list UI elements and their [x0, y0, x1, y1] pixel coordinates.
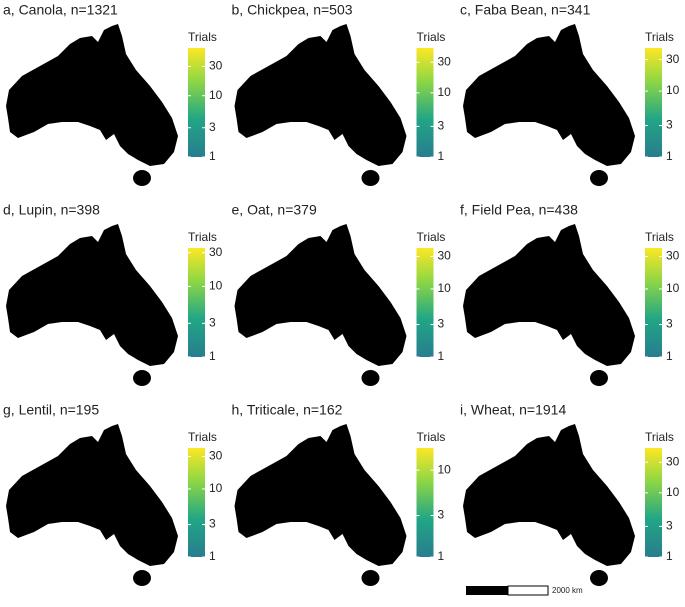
legend-title: Trials	[188, 30, 217, 44]
legend-title: Trials	[645, 30, 674, 44]
panel-title: i, Wheat, n=1914	[460, 402, 566, 418]
map	[6, 24, 178, 186]
legend-tick-label: 1	[438, 549, 445, 563]
legend-tick-label: 30	[209, 245, 223, 259]
legend-tick-label: 30	[209, 59, 223, 73]
legend-title: Trials	[188, 230, 217, 244]
map-panel: d, Lupin, n=398 Trials 1 3 10 30	[3, 202, 223, 386]
scale-bar: 2000 km	[466, 585, 583, 596]
map-panel: g, Lentil, n=195 Trials 1 3 10 30	[3, 402, 223, 586]
legend-tick-label: 3	[209, 120, 216, 134]
legend-tick-label: 1	[438, 349, 445, 363]
map	[234, 424, 407, 586]
legend-title: Trials	[417, 30, 446, 44]
color-bar	[416, 48, 434, 157]
panel-title: e, Oat, n=379	[232, 202, 317, 218]
legend-tick-label: 3	[666, 118, 673, 132]
color-bar	[416, 448, 434, 557]
legend-tick-label: 1	[209, 149, 216, 163]
legend-tick-label: 1	[209, 349, 216, 363]
legend-tick-label: 30	[666, 454, 680, 468]
legend-title: Trials	[188, 430, 217, 444]
legend-tick-label: 10	[209, 279, 223, 293]
legend-tick-label: 10	[438, 462, 452, 476]
color-bar	[188, 248, 205, 357]
legend-tick-label: 3	[209, 517, 216, 531]
legend-tick-label: 1	[666, 149, 673, 163]
map-panel: e, Oat, n=379 Trials 1 3 10 30	[232, 202, 452, 386]
map	[463, 224, 635, 386]
panel-title: g, Lentil, n=195	[3, 402, 99, 418]
legend-tick-label: 3	[438, 119, 445, 133]
legend-tick-label: 10	[666, 83, 680, 97]
legend-tick-label: 10	[666, 485, 680, 499]
color-bar	[188, 48, 205, 157]
color-bar	[645, 448, 662, 557]
legend-title: Trials	[417, 230, 446, 244]
legend-tick-label: 30	[438, 54, 452, 68]
color-bar	[416, 248, 434, 357]
legend-tick-label: 3	[209, 315, 216, 329]
map-panel: c, Faba Bean, n=341 Trials 1 3 10 30	[460, 2, 680, 186]
map-panel: h, Triticale, n=162 Trials 1 3 10	[232, 402, 452, 586]
legend-tick-label: 1	[209, 549, 216, 563]
color-bar	[645, 48, 662, 157]
color-bar	[188, 448, 205, 557]
legend-title: Trials	[645, 430, 674, 444]
map	[234, 224, 407, 386]
legend-tick-label: 30	[438, 249, 452, 263]
map-panel: a, Canola, n=1321 Trials 1 3 10 30	[3, 2, 223, 186]
map-panel: i, Wheat, n=1914 Trials 1 3 10 30	[460, 402, 680, 586]
map	[463, 424, 635, 586]
panel-title: c, Faba Bean, n=341	[460, 2, 591, 18]
legend-tick-label: 10	[209, 88, 223, 102]
map	[463, 24, 635, 186]
legend-tick-label: 3	[666, 519, 673, 533]
legend-tick-label: 30	[666, 249, 680, 263]
legend-tick-label: 10	[666, 281, 680, 295]
map	[6, 224, 178, 386]
panel-title: b, Chickpea, n=503	[232, 2, 353, 18]
map-panel: b, Chickpea, n=503 Trials 1 3 10 30	[232, 2, 452, 186]
map	[6, 424, 178, 586]
panel-title: h, Triticale, n=162	[232, 402, 343, 418]
panel-title: d, Lupin, n=398	[3, 202, 100, 218]
legend-title: Trials	[645, 230, 674, 244]
legend-tick-label: 10	[438, 85, 452, 99]
legend-tick-label: 3	[438, 508, 445, 522]
legend-tick-label: 10	[438, 281, 452, 295]
map	[234, 24, 407, 186]
legend-tick-label: 3	[438, 317, 445, 331]
legend-tick-label: 1	[666, 349, 673, 363]
legend-tick-label: 3	[666, 317, 673, 331]
legend-tick-label: 1	[666, 549, 673, 563]
panel-title: a, Canola, n=1321	[3, 2, 118, 18]
legend-tick-label: 10	[209, 481, 223, 495]
color-bar	[645, 248, 662, 357]
legend-title: Trials	[417, 430, 446, 444]
map-panel: f, Field Pea, n=438 Trials 1 3 10 30	[460, 202, 680, 386]
panel-title: f, Field Pea, n=438	[460, 202, 578, 218]
legend-tick-label: 30	[666, 52, 680, 66]
scale-bar-label: 2000 km	[552, 586, 583, 595]
legend-tick-label: 30	[209, 449, 223, 463]
legend-tick-label: 1	[438, 149, 445, 163]
